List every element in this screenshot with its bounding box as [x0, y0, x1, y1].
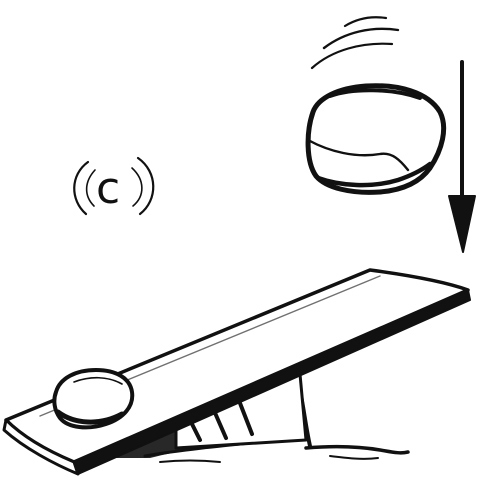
falling-rock-icon [305, 83, 447, 195]
arrow-down-icon [448, 60, 476, 253]
fulcrum [174, 372, 308, 450]
label-bracket-right [136, 156, 155, 216]
ground-lines [159, 444, 410, 463]
panel-label: c [96, 163, 120, 214]
label-bracket-left-inner [85, 169, 96, 207]
panel-label-group: c [73, 156, 155, 216]
motion-lines [310, 16, 400, 70]
label-bracket-right-inner [131, 167, 143, 207]
resting-rock-icon [52, 368, 135, 430]
label-bracket-left [73, 160, 90, 216]
